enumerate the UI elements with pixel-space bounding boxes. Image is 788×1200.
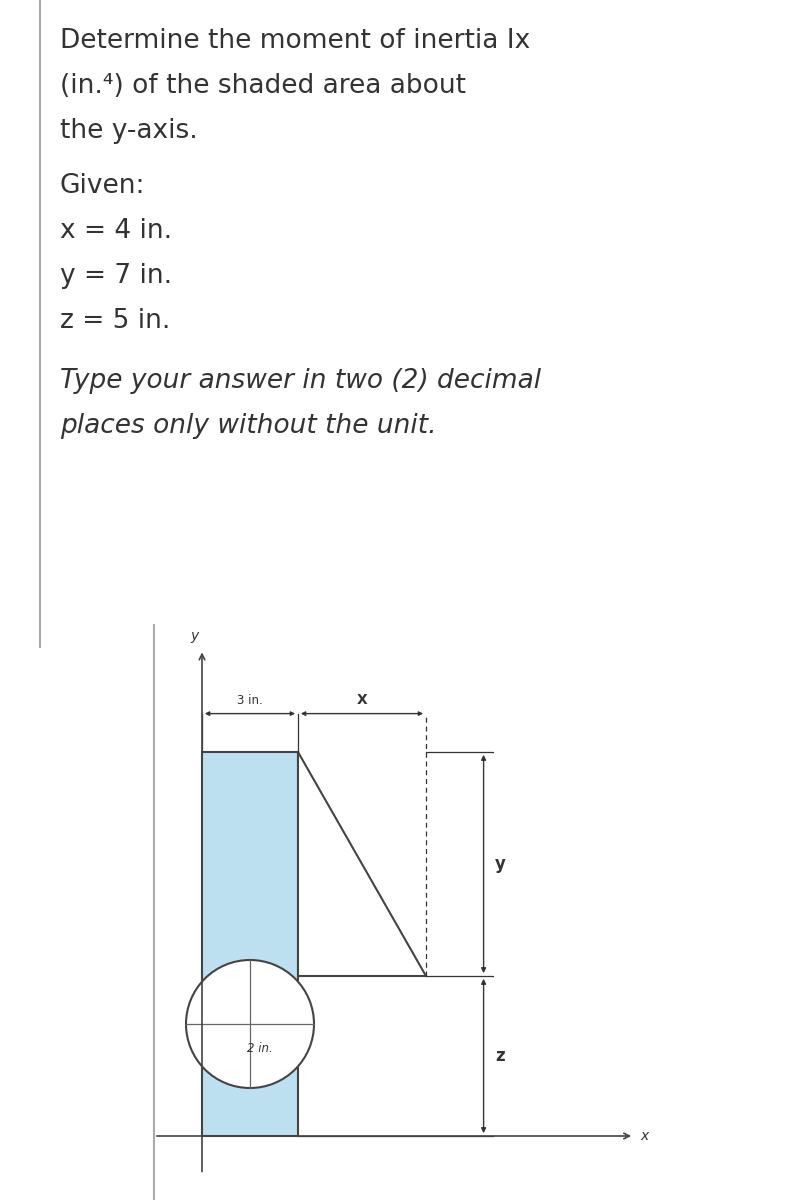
Text: z: z (495, 1046, 504, 1066)
Circle shape (186, 960, 314, 1088)
Text: z = 5 in.: z = 5 in. (60, 308, 170, 334)
Text: 3 in.: 3 in. (237, 694, 263, 707)
Text: the y-axis.: the y-axis. (60, 118, 198, 144)
Text: y = 7 in.: y = 7 in. (60, 263, 172, 289)
Text: y: y (495, 854, 506, 874)
Text: Type your answer in two (2) decimal: Type your answer in two (2) decimal (60, 368, 541, 394)
Polygon shape (298, 752, 426, 976)
Text: places only without the unit.: places only without the unit. (60, 413, 437, 439)
Text: 2 in.: 2 in. (247, 1042, 273, 1055)
Text: x = 4 in.: x = 4 in. (60, 218, 172, 244)
Text: X: X (357, 694, 367, 707)
Text: y: y (190, 629, 198, 643)
Text: Determine the moment of inertia Ix: Determine the moment of inertia Ix (60, 28, 530, 54)
Text: x: x (641, 1129, 649, 1142)
Bar (202, 752, 298, 1136)
Text: Given:: Given: (60, 173, 146, 199)
Text: (in.⁴) of the shaded area about: (in.⁴) of the shaded area about (60, 73, 466, 98)
